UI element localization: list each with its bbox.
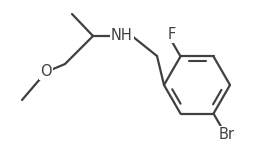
Text: NH: NH xyxy=(111,29,133,44)
Text: O: O xyxy=(40,64,52,80)
Text: F: F xyxy=(167,27,176,42)
Text: Br: Br xyxy=(219,127,235,142)
